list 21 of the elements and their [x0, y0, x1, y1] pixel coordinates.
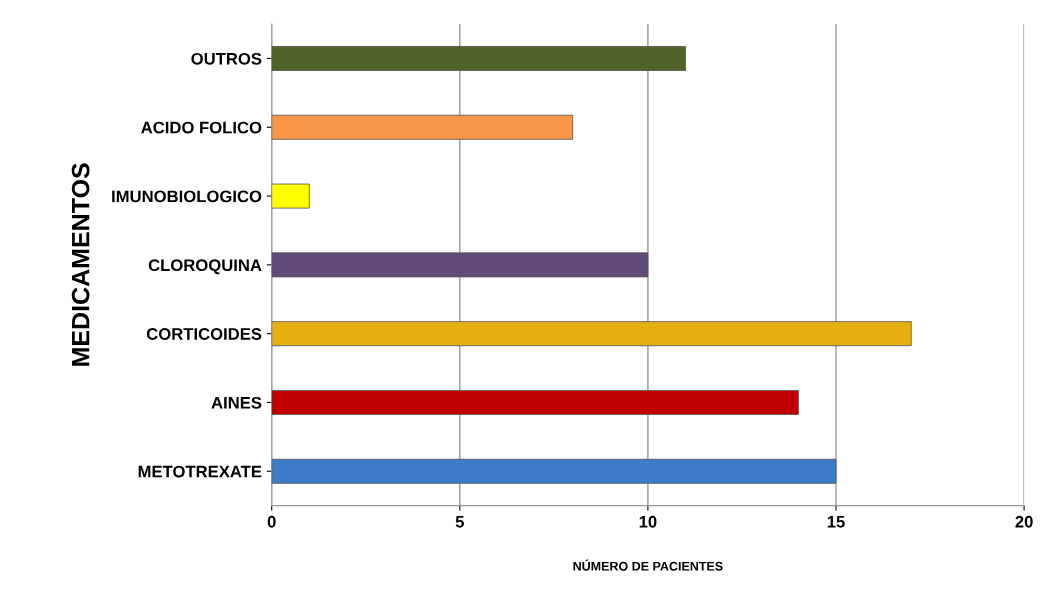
- bar: [271, 458, 837, 484]
- y-tick-label: METOTREXATE: [138, 465, 262, 478]
- bar: [271, 321, 912, 347]
- y-tick-label: AINES: [211, 396, 262, 409]
- x-tick-label: 10: [639, 515, 657, 528]
- y-axis-title: MEDICAMENTOS: [71, 163, 90, 366]
- y-tick-label: OUTROS: [191, 52, 262, 65]
- y-tick-label: ACIDO FOLICO: [141, 121, 262, 134]
- x-tick-label: 15: [827, 516, 845, 528]
- y-tick-label: CORTICOIDES: [146, 328, 262, 340]
- bar: [271, 183, 310, 209]
- x-tick-label: 20: [1015, 515, 1033, 528]
- x-tick-label: 0: [267, 515, 276, 528]
- bar: [271, 114, 574, 140]
- x-tick-label: 5: [455, 516, 464, 528]
- bar: [271, 252, 649, 278]
- bar: [271, 390, 799, 415]
- bar: [271, 46, 686, 71]
- y-tick-label: CLOROQUINA: [148, 259, 262, 275]
- y-tick-label: IMUNOBIOLOGICO: [112, 190, 262, 203]
- x-axis-title: NÚMERO DE PACIENTES: [573, 559, 723, 571]
